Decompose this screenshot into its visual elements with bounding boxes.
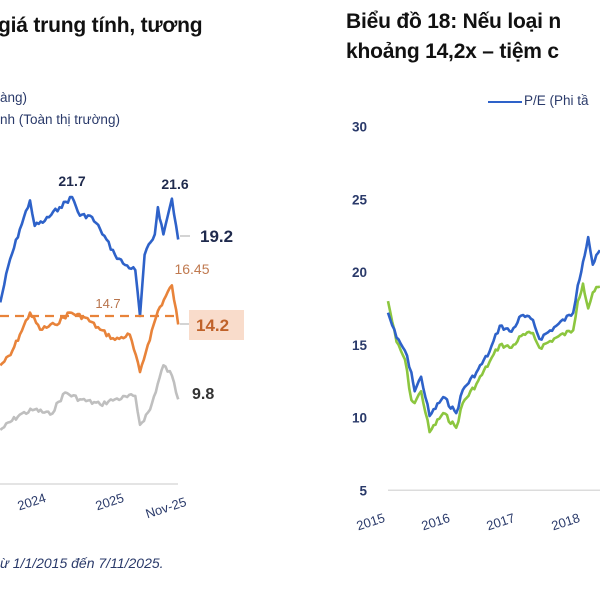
- left-footnote: ừ 1/1/2015 đến 7/11/2025.: [0, 555, 164, 571]
- y-tick-label: 20: [352, 265, 367, 280]
- left-legend-item-2: nh (Toàn thị trường): [0, 112, 120, 127]
- y-tick-label: 25: [352, 192, 368, 207]
- right-legend-swatch: [488, 101, 522, 103]
- annotation-peak-1: 21.7: [58, 173, 85, 189]
- y-tick-label: 10: [352, 411, 367, 426]
- y-tick-label: 30: [352, 120, 367, 135]
- end-label-blue: 19.2: [200, 227, 233, 246]
- x-tick-label: 2015: [355, 510, 387, 533]
- left-chart: 2024 2025 Nov-25 14.7 21.7 21.6 16.45 19.2 14.2 9…: [0, 173, 244, 521]
- series-line-blue: [0, 195, 180, 318]
- y-tick-label: 15: [352, 338, 368, 353]
- reference-line-label: 14.7: [95, 296, 120, 311]
- x-tick-label: 2024: [16, 490, 48, 513]
- series-line-green: [386, 282, 600, 434]
- annotation-orange-peak: 16.45: [174, 261, 209, 277]
- series-line-gray: [0, 364, 180, 431]
- x-tick-label: Nov-25: [144, 494, 189, 521]
- y-tick-label: 5: [359, 483, 367, 498]
- x-tick-label: 2025: [94, 490, 126, 513]
- right-chart-title-line-1: Biểu đồ 18: Nếu loại n: [346, 10, 561, 33]
- end-label-gray: 9.8: [192, 386, 214, 403]
- right-legend-item: P/E (Phi tầ: [524, 93, 589, 108]
- left-chart-title: giá trung tính, tương: [0, 14, 203, 37]
- series-line-orange: [0, 284, 180, 374]
- end-label-orange: 14.2: [196, 316, 229, 335]
- end-label-orange-bg: [189, 310, 244, 340]
- right-chart-title-line-2: khoảng 14,2x – tiệm c: [346, 40, 559, 63]
- x-tick-label: 2016: [420, 510, 452, 533]
- series-line-blue: [386, 235, 600, 418]
- right-chart: 5 10 15 20 25 30 2015 2016 2017 2018: [352, 120, 600, 533]
- x-tick-label: 2018: [550, 510, 582, 533]
- x-tick-label: 2017: [485, 510, 517, 533]
- annotation-peak-2: 21.6: [161, 176, 188, 192]
- left-legend-item-1: àng): [0, 90, 28, 105]
